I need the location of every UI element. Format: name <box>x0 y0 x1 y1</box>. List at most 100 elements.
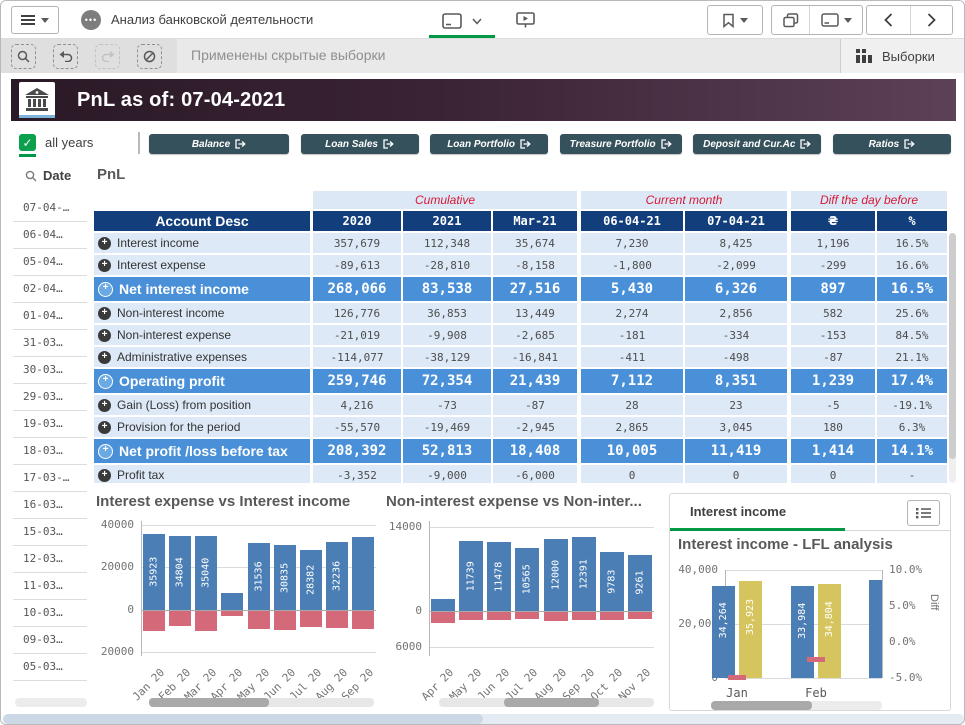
bar-non-interest-expense[interactable] <box>431 612 455 623</box>
bar-interest-expense[interactable] <box>221 611 243 617</box>
undo-selection-button[interactable] <box>53 44 78 69</box>
expand-icon[interactable]: + <box>98 399 111 412</box>
col-header-mar-21[interactable]: Mar-21 <box>493 211 577 231</box>
current-sheet-button[interactable] <box>809 6 862 34</box>
col-header-07-04-21[interactable]: 07-04-21 <box>685 211 787 231</box>
expand-icon[interactable]: + <box>98 374 113 389</box>
bar-non-interest-expense[interactable] <box>628 612 652 619</box>
nav-button-loan-portfolio[interactable]: Loan Portfolio <box>430 134 548 154</box>
bar-interest-expense[interactable] <box>195 611 217 631</box>
nav-button-ratios[interactable]: Ratios <box>833 134 951 154</box>
bar-interest-expense[interactable] <box>274 611 296 630</box>
bar-interest-expense[interactable] <box>300 611 322 627</box>
bar-interest-expense[interactable] <box>143 611 165 632</box>
date-list-item[interactable]: 12-03… <box>13 546 87 573</box>
nav-button-treasure-portfolio[interactable]: Treasure Portfolio <box>560 134 682 154</box>
date-list-item[interactable]: 31-03… <box>13 330 87 357</box>
diff-marker[interactable] <box>728 675 746 680</box>
bookmark-button[interactable] <box>708 6 762 34</box>
date-list-item[interactable]: 29-03… <box>13 384 87 411</box>
bar-non-interest-expense[interactable] <box>600 612 624 620</box>
col-header-currency[interactable]: ₴ <box>791 211 875 231</box>
date-list-item[interactable]: 16-03… <box>13 492 87 519</box>
bar-interest-expense[interactable] <box>326 611 348 629</box>
expand-icon[interactable]: + <box>98 237 111 250</box>
tab-interest-income[interactable]: Interest income <box>690 504 786 519</box>
container-menu-button[interactable] <box>907 500 940 526</box>
account-cell[interactable]: +Net profit /loss before tax <box>94 439 310 463</box>
account-cell[interactable]: +Interest expense <box>94 255 310 275</box>
bar-interest-income[interactable] <box>221 593 243 610</box>
bar-non-interest-expense[interactable] <box>572 612 596 620</box>
date-list-item[interactable]: 05-03… <box>13 654 87 681</box>
col-header-2021[interactable]: 2021 <box>403 211 491 231</box>
clear-selections-button[interactable] <box>137 44 162 69</box>
expand-icon[interactable]: + <box>98 329 111 342</box>
bar-interest-income[interactable] <box>352 537 374 610</box>
all-years-filter[interactable]: ✓ all years <box>19 134 93 151</box>
expand-icon[interactable]: + <box>98 469 111 482</box>
bar-non-interest-expense[interactable] <box>544 612 568 621</box>
account-cell[interactable]: +Net interest income <box>94 277 310 301</box>
date-list-item[interactable]: 02-04… <box>13 276 87 303</box>
account-cell[interactable]: +Gain (Loss) from position <box>94 395 310 415</box>
expand-icon[interactable]: + <box>98 444 113 459</box>
bar-interest-expense[interactable] <box>352 611 374 630</box>
expand-icon[interactable]: + <box>98 351 111 364</box>
bar-interest-expense[interactable] <box>169 611 191 626</box>
presentation-button[interactable] <box>513 9 539 33</box>
date-list-item[interactable]: 15-03… <box>13 519 87 546</box>
expand-icon[interactable]: + <box>98 282 113 297</box>
date-list-item[interactable]: 17-03-… <box>13 465 87 492</box>
expand-icon[interactable]: + <box>98 421 111 434</box>
page-horizontal-scrollbar[interactable] <box>3 714 964 724</box>
chart-scrollbar[interactable] <box>149 698 374 707</box>
bar-current-year-partial[interactable] <box>869 580 882 678</box>
sheet-view-toggle[interactable] <box>431 8 493 34</box>
date-list-item[interactable]: 30-03… <box>13 357 87 384</box>
date-list-item[interactable]: 11-03… <box>13 573 87 600</box>
date-list-item[interactable]: 07-04-… <box>13 195 87 222</box>
expand-icon[interactable]: + <box>98 307 111 320</box>
prev-sheet-button[interactable] <box>867 6 910 34</box>
date-list-item[interactable]: 19-03… <box>13 411 87 438</box>
account-cell[interactable]: +Non-interest income <box>94 303 310 323</box>
nav-button-deposit-curac[interactable]: Deposit and Cur.Ac <box>693 134 821 154</box>
date-list-item[interactable]: 06-04… <box>13 222 87 249</box>
date-list-item[interactable]: 18-03… <box>13 438 87 465</box>
selections-panel-toggle[interactable]: Выборки <box>840 39 965 73</box>
nav-button-balance[interactable]: Balance <box>149 134 289 154</box>
chart-scrollbar-thumb[interactable] <box>504 698 599 707</box>
date-list-scrollbar[interactable] <box>15 698 87 707</box>
nav-button-loan-sales[interactable]: Loan Sales <box>301 134 419 154</box>
table-vertical-scrollbar[interactable] <box>949 233 956 483</box>
diff-marker[interactable] <box>807 657 825 662</box>
bar-interest-expense[interactable] <box>248 611 270 629</box>
chart-scrollbar-thumb[interactable] <box>711 701 812 710</box>
global-menu-button[interactable] <box>11 6 59 34</box>
chart-scrollbar[interactable] <box>711 701 882 710</box>
chart-scrollbar-thumb[interactable] <box>149 698 269 707</box>
bar-non-interest-income[interactable] <box>431 599 455 611</box>
date-list-item[interactable]: 05-04… <box>13 249 87 276</box>
bar-non-interest-expense[interactable] <box>487 612 511 620</box>
redo-selection-button[interactable] <box>95 44 120 69</box>
account-cell[interactable]: +Interest income <box>94 233 310 253</box>
account-cell[interactable]: +Administrative expenses <box>94 347 310 367</box>
sheets-overview-button[interactable] <box>772 6 809 34</box>
smart-search-button[interactable] <box>11 44 36 69</box>
chart-scrollbar[interactable] <box>439 698 654 707</box>
app-icon[interactable]: ••• <box>81 10 101 30</box>
col-header-2020[interactable]: 2020 <box>313 211 401 231</box>
account-cell[interactable]: +Operating profit <box>94 369 310 393</box>
expand-icon[interactable]: + <box>98 259 111 272</box>
bar-non-interest-expense[interactable] <box>515 612 539 619</box>
date-filter-header[interactable]: Date <box>25 168 71 183</box>
account-cell[interactable]: +Profit tax <box>94 465 310 483</box>
date-list-item[interactable]: 09-03… <box>13 627 87 654</box>
col-header-06-04-21[interactable]: 06-04-21 <box>581 211 683 231</box>
col-header-account-desc[interactable]: Account Desc <box>94 211 310 231</box>
date-list-item[interactable]: 01-04… <box>13 303 87 330</box>
account-cell[interactable]: +Provision for the period <box>94 417 310 437</box>
next-sheet-button[interactable] <box>910 6 953 34</box>
